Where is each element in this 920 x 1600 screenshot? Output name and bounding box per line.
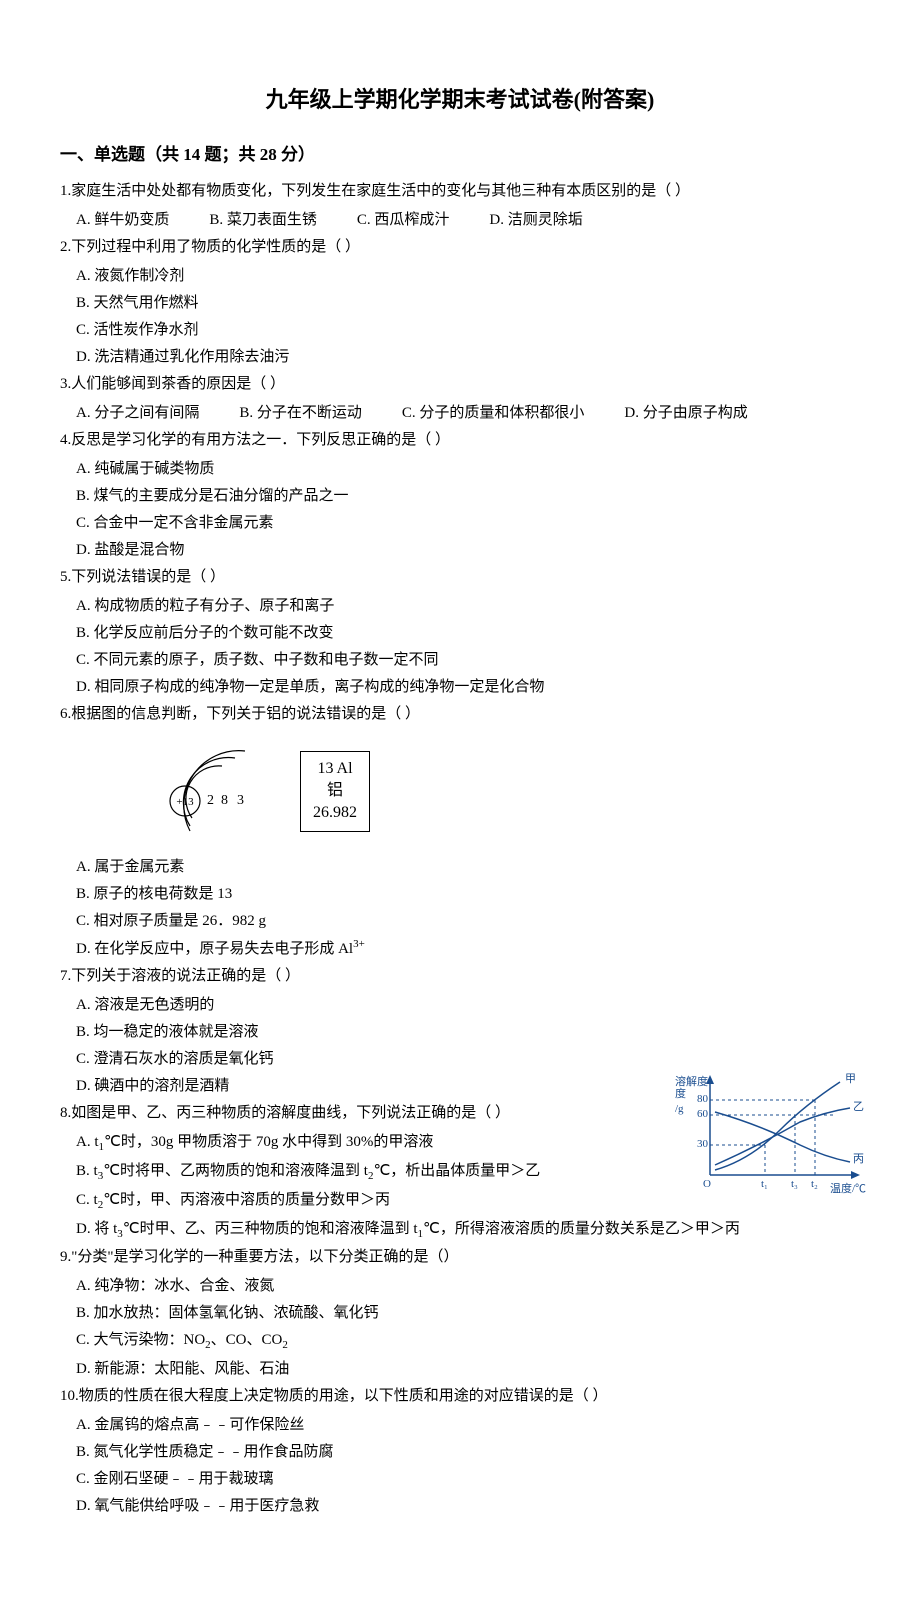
q10-opt-a: A. 金属钨的熔点高﹣﹣可作保险丝 [76,1412,452,1439]
svg-text:60: 60 [697,1108,709,1120]
element-line1: 13 Al [313,758,357,780]
q9-opt-a: A. 纯净物：冰水、合金、液氮 [76,1273,452,1300]
question-4: 4.反思是学习化学的有用方法之一．下列反思正确的是（ ） [60,427,860,454]
svg-text:O: O [703,1178,711,1190]
q4-opt-d: D. 盐酸是混合物 [76,537,452,564]
q8-opt-d: D. 将 t3℃时甲、乙、丙三种物质的饱和溶液降温到 t1℃，所得溶液溶质的质量… [76,1216,820,1245]
q9-options: A. 纯净物：冰水、合金、液氮 B. 加水放热：固体氢氧化钠、浓硫酸、氧化钙 C… [60,1273,860,1383]
question-7: 7.下列关于溶液的说法正确的是（ ） [60,963,860,990]
section-1-header: 一、单选题（共 14 题；共 28 分） [60,140,860,171]
svg-text:/g: /g [675,1103,684,1115]
element-line3: 26.982 [313,802,357,824]
q8-wrapper: 80 60 30 溶解度 度 /g 甲 乙 丙 O t₁ t₃ [60,1100,860,1244]
q9-opt-c: C. 大气污染物：NO2、CO、CO2 [76,1327,452,1356]
q5-opt-a: A. 构成物质的粒子有分子、原子和离子 [76,593,452,620]
question-10: 10.物质的性质在很大程度上决定物质的用途，以下性质和用途的对应错误的是（ ） [60,1383,860,1410]
element-line2: 铝 [313,780,357,802]
exam-title: 九年级上学期化学期末考试试卷(附答案) [60,80,860,120]
q6-opt-b: B. 原子的核电荷数是 13 [76,881,452,908]
q6-opt-a: A. 属于金属元素 [76,854,452,881]
q5-opt-b: B. 化学反应前后分子的个数可能不改变 [76,620,452,647]
svg-text:度: 度 [675,1086,686,1100]
q2-opt-a: A. 液氮作制冷剂 [76,263,452,290]
q10-opt-c: C. 金刚石坚硬﹣﹣用于裁玻璃 [76,1466,452,1493]
svg-text:乙: 乙 [853,1100,864,1113]
shell1-text: 2 [207,793,214,808]
q1-options: A. 鲜牛奶变质 B. 菜刀表面生锈 C. 西瓜榨成汁 D. 洁厕灵除垢 [60,207,860,234]
solubility-curve-graph: 80 60 30 溶解度 度 /g 甲 乙 丙 O t₁ t₃ [670,1070,880,1200]
q4-opt-b: B. 煤气的主要成分是石油分馏的产品之一 [76,483,452,510]
svg-text:丙: 丙 [853,1153,864,1165]
question-1: 1.家庭生活中处处都有物质变化，下列发生在家庭生活中的变化与其他三种有本质区别的… [60,178,860,205]
q3-opt-b: B. 分子在不断运动 [239,400,362,427]
shell3-text: 3 [237,793,244,808]
q1-opt-c: C. 西瓜榨成汁 [357,207,450,234]
element-info-box: 13 Al 铝 26.982 [300,751,370,832]
q3-options: A. 分子之间有间隔 B. 分子在不断运动 C. 分子的质量和体积都很小 D. … [60,400,860,427]
q3-opt-a: A. 分子之间有间隔 [76,400,199,427]
q7-opt-a: A. 溶液是无色透明的 [76,992,452,1019]
q9-opt-d: D. 新能源：太阳能、风能、石油 [76,1356,452,1383]
shell2-text: 8 [221,793,228,808]
svg-text:温度/℃: 温度/℃ [830,1181,866,1195]
q10-options: A. 金属钨的熔点高﹣﹣可作保险丝 B. 氮气化学性质稳定﹣﹣用作食品防腐 C.… [60,1412,860,1520]
q2-opt-b: B. 天然气用作燃料 [76,290,452,317]
q6-opt-d: D. 在化学反应中，原子易失去电子形成 Al3+ [76,935,452,963]
q7-opt-d: D. 碘酒中的溶剂是酒精 [76,1073,452,1100]
svg-text:30: 30 [697,1138,709,1150]
q10-opt-b: B. 氮气化学性质稳定﹣﹣用作食品防腐 [76,1439,452,1466]
question-5: 5.下列说法错误的是（ ） [60,564,860,591]
q7-opt-c: C. 澄清石灰水的溶质是氧化钙 [76,1046,452,1073]
svg-text:t₃: t₃ [791,1178,798,1190]
q6-opt-c: C. 相对原子质量是 26．982 g [76,908,452,935]
svg-text:t₁: t₁ [761,1178,768,1190]
atom-structure-icon: +13 2 8 3 [160,736,280,846]
q5-opt-c: C. 不同元素的原子，质子数、中子数和电子数一定不同 [76,647,820,674]
q2-opt-c: C. 活性炭作净水剂 [76,317,452,344]
question-2: 2.下列过程中利用了物质的化学性质的是（ ） [60,234,860,261]
q9-opt-b: B. 加水放热：固体氢氧化钠、浓硫酸、氧化钙 [76,1300,452,1327]
q6-options: A. 属于金属元素 B. 原子的核电荷数是 13 C. 相对原子质量是 26．9… [60,854,860,963]
question-6: 6.根据图的信息判断，下列关于铝的说法错误的是（ ） [60,701,860,728]
q3-opt-c: C. 分子的质量和体积都很小 [402,400,585,427]
nucleus-text: +13 [176,796,194,808]
q4-opt-a: A. 纯碱属于碱类物质 [76,456,452,483]
q4-options: A. 纯碱属于碱类物质 B. 煤气的主要成分是石油分馏的产品之一 C. 合金中一… [60,456,860,564]
q10-opt-d: D. 氧气能供给呼吸﹣﹣用于医疗急救 [76,1493,452,1520]
q4-opt-c: C. 合金中一定不含非金属元素 [76,510,452,537]
q3-opt-d: D. 分子由原子构成 [624,400,747,427]
q7-opt-b: B. 均一稳定的液体就是溶液 [76,1019,452,1046]
q5-opt-d: D. 相同原子构成的纯净物一定是单质，离子构成的纯净物一定是化合物 [76,674,820,701]
question-3: 3.人们能够闻到茶香的原因是（ ） [60,371,860,398]
svg-text:溶解度: 溶解度 [675,1074,708,1088]
q6-diagram: +13 2 8 3 13 Al 铝 26.982 [60,736,860,846]
q1-opt-d: D. 洁厕灵除垢 [489,207,582,234]
q2-options: A. 液氮作制冷剂 B. 天然气用作燃料 C. 活性炭作净水剂 D. 洗洁精通过… [60,263,860,371]
q5-options: A. 构成物质的粒子有分子、原子和离子 B. 化学反应前后分子的个数可能不改变 … [60,593,860,701]
svg-text:80: 80 [697,1093,709,1105]
svg-text:t₂: t₂ [811,1178,818,1190]
question-9: 9."分类"是学习化学的一种重要方法，以下分类正确的是（） [60,1244,860,1271]
q1-opt-b: B. 菜刀表面生锈 [209,207,317,234]
q1-opt-a: A. 鲜牛奶变质 [76,207,169,234]
svg-text:甲: 甲 [845,1073,856,1085]
q2-opt-d: D. 洗洁精通过乳化作用除去油污 [76,344,452,371]
